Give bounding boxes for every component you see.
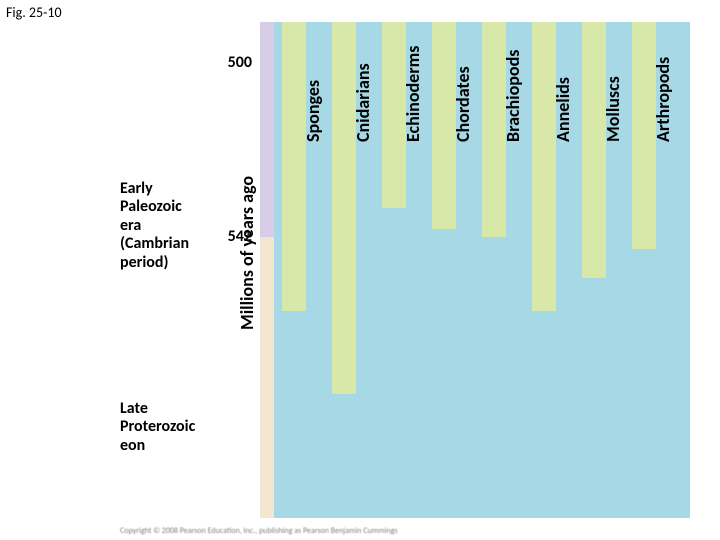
bar-label-cnidarians: Cnidarians bbox=[352, 63, 374, 142]
bar-label-echinoderms: Echinoderms bbox=[402, 46, 424, 142]
era-band-0 bbox=[260, 22, 274, 237]
bar-label-arthropods: Arthropods bbox=[652, 57, 674, 142]
bar-label-sponges: Sponges bbox=[302, 80, 324, 142]
bar-molluscs bbox=[582, 22, 606, 278]
tick-542: 542 bbox=[212, 227, 252, 246]
era-label-proterozoic: LateProterozoiceon bbox=[120, 400, 195, 455]
bar-label-brachiopods: Brachiopods bbox=[502, 50, 524, 142]
y-axis-title: Millions of years ago bbox=[236, 176, 258, 330]
bar-label-chordates: Chordates bbox=[452, 66, 474, 142]
figure-label: Fig. 25-10 bbox=[6, 4, 62, 21]
bar-annelids bbox=[532, 22, 556, 311]
era-label-paleozoic: EarlyPaleozoicera(Cambrianperiod) bbox=[120, 180, 189, 272]
era-band-1 bbox=[260, 237, 274, 518]
bar-sponges bbox=[282, 22, 306, 311]
bar-label-molluscs: Molluscs bbox=[602, 76, 624, 142]
chart-area: Sponges Cnidarians Echinoderms Chordates Bra… bbox=[260, 22, 690, 518]
copyright-text: Copyright © 2008 Pearson Education, Inc.… bbox=[120, 526, 397, 536]
bar-label-annelids: Annelids bbox=[552, 77, 574, 142]
tick-500: 500 bbox=[212, 53, 252, 72]
